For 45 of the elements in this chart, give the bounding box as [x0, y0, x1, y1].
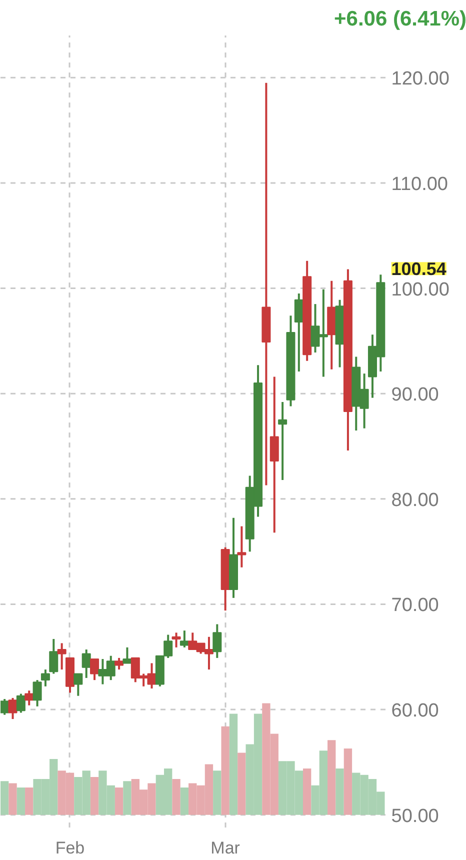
y-tick-label: 120.00 — [391, 68, 450, 90]
y-tick-label: 80.00 — [391, 490, 439, 511]
bar — [8, 783, 17, 815]
y-tick-label: 70.00 — [391, 595, 439, 616]
bar — [180, 787, 189, 815]
bar — [213, 770, 222, 815]
bar — [336, 768, 344, 815]
bar — [238, 752, 246, 815]
y-tick-label: 110.00 — [391, 174, 448, 195]
bar — [0, 781, 9, 815]
candlestick — [0, 698, 10, 716]
candlestick — [24, 690, 34, 706]
bar — [25, 787, 34, 815]
candlestick — [122, 646, 132, 664]
candlestick — [114, 656, 124, 671]
bar — [114, 787, 124, 815]
bar — [328, 740, 336, 815]
y-tick-label: 90.00 — [391, 384, 439, 406]
bar — [16, 787, 26, 815]
candlestick — [262, 82, 271, 486]
candlestick — [16, 692, 26, 714]
candlestick — [212, 623, 222, 659]
candlestick — [82, 648, 91, 679]
candlestick — [74, 672, 83, 697]
bar — [172, 779, 180, 815]
bar — [90, 776, 99, 815]
bar — [344, 748, 352, 815]
candlestick — [172, 632, 181, 648]
y-tick-label: 100.00 — [391, 279, 450, 300]
candlestick — [57, 642, 66, 671]
candlestick — [90, 658, 100, 682]
candlestick — [8, 696, 18, 720]
candlestick — [180, 630, 189, 648]
candlestick — [278, 401, 288, 481]
bar — [221, 726, 230, 815]
text: 100.54 — [391, 259, 446, 280]
y-tick-label: 60.00 — [391, 700, 439, 722]
chart-title: +6.06 (6.41%) — [334, 8, 466, 30]
candlestick — [237, 525, 246, 568]
x-tick-label: Feb — [55, 838, 85, 858]
x-tick-label: Mar — [210, 838, 240, 858]
bar — [123, 781, 132, 815]
y-tick-label: 50.00 — [391, 806, 439, 827]
bar — [302, 768, 312, 815]
bar — [229, 714, 238, 815]
